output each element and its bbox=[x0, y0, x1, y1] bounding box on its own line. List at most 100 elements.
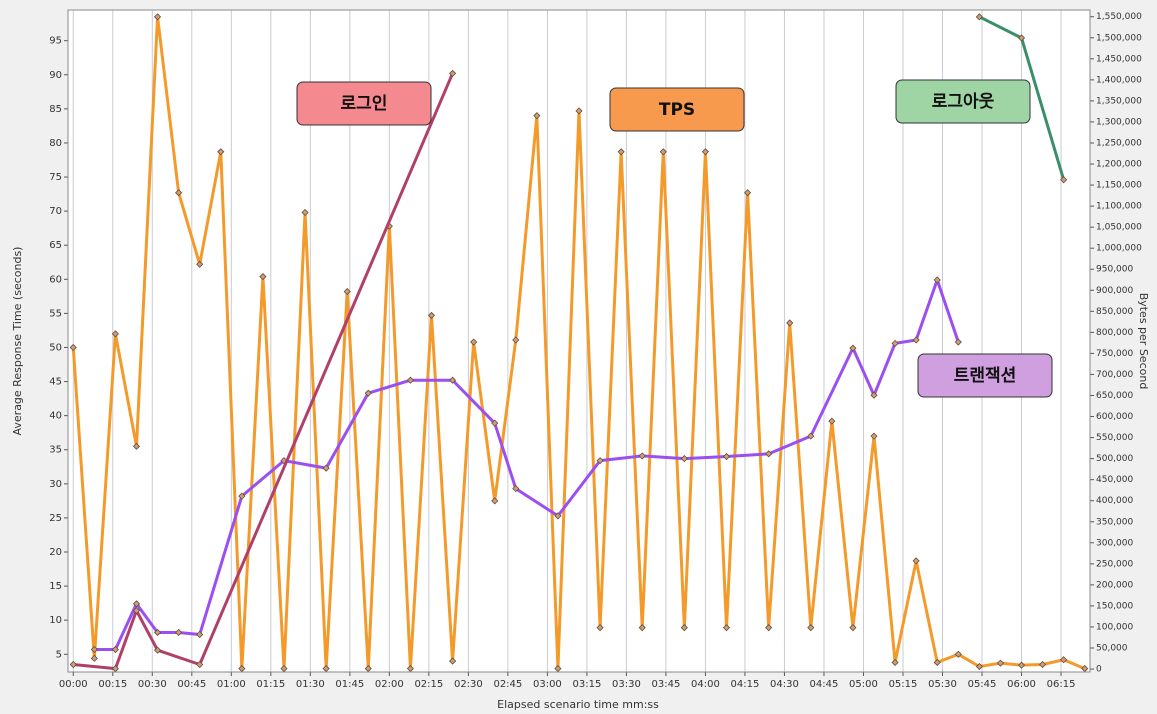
data-point bbox=[217, 148, 225, 156]
data-point bbox=[153, 628, 162, 637]
y2-tick-label: 1,500,000 bbox=[1096, 33, 1142, 43]
x-tick-label: 04:15 bbox=[731, 679, 760, 690]
y2-tick-label: 50,000 bbox=[1096, 644, 1128, 654]
data-point bbox=[786, 319, 794, 327]
x-tick-label: 01:45 bbox=[335, 679, 364, 690]
data-point bbox=[870, 432, 878, 440]
y-tick-label: 90 bbox=[49, 70, 62, 81]
x-tick-label: 00:45 bbox=[177, 679, 206, 690]
y2-tick-label: 900,000 bbox=[1096, 286, 1133, 296]
x-tick-label: 01:00 bbox=[217, 679, 246, 690]
data-point bbox=[1039, 660, 1047, 669]
y-tick-label: 70 bbox=[49, 206, 62, 217]
data-point bbox=[870, 391, 878, 399]
x-tick-label: 00:15 bbox=[98, 679, 127, 690]
data-point bbox=[90, 645, 98, 654]
y2-tick-label: 800,000 bbox=[1096, 328, 1133, 338]
y-tick-label: 55 bbox=[49, 308, 62, 319]
x-tick-label: 05:15 bbox=[889, 679, 918, 690]
y2-tick-label: 1,100,000 bbox=[1096, 202, 1142, 212]
data-point bbox=[744, 189, 752, 197]
y2-tick-label: 1,250,000 bbox=[1096, 138, 1142, 148]
annotation: 로그아웃 bbox=[895, 79, 1031, 124]
data-point bbox=[153, 13, 162, 21]
x-tick-label: 05:00 bbox=[849, 679, 878, 690]
data-point bbox=[259, 273, 267, 281]
y-tick-label: 15 bbox=[49, 581, 62, 592]
data-point bbox=[933, 276, 941, 284]
data-point bbox=[659, 148, 667, 156]
y-tick-label: 5 bbox=[56, 649, 62, 660]
y2-tick-label: 600,000 bbox=[1096, 412, 1133, 422]
y2-tick-label: 700,000 bbox=[1096, 370, 1133, 380]
data-point bbox=[1017, 661, 1026, 669]
data-point bbox=[196, 260, 204, 268]
data-point bbox=[891, 339, 899, 347]
annotation-text: 로그아웃 bbox=[932, 92, 995, 112]
data-point bbox=[975, 662, 983, 671]
data-point bbox=[69, 660, 77, 669]
x-tick-label: 01:30 bbox=[296, 679, 325, 690]
x-tick-label: 03:45 bbox=[652, 679, 681, 690]
data-point bbox=[175, 628, 183, 637]
annotation-text: TPS bbox=[659, 100, 695, 120]
y2-tick-label: 150,000 bbox=[1096, 601, 1133, 611]
data-point bbox=[69, 343, 77, 352]
y-tick-label: 30 bbox=[49, 479, 62, 490]
x-tick-label: 05:45 bbox=[968, 679, 997, 690]
y-tick-label: 20 bbox=[49, 547, 62, 558]
y2-tick-label: 1,000,000 bbox=[1096, 244, 1142, 254]
data-point bbox=[449, 69, 457, 77]
y-tick-label: 60 bbox=[49, 274, 62, 285]
y2-tick-label: 350,000 bbox=[1096, 517, 1133, 527]
data-point bbox=[364, 389, 372, 397]
y2-tick-label: 550,000 bbox=[1096, 433, 1133, 443]
annotation: TPS bbox=[609, 87, 745, 132]
x-tick-label: 04:45 bbox=[810, 679, 839, 690]
data-point bbox=[912, 557, 920, 565]
data-point bbox=[175, 189, 183, 197]
annotation-box bbox=[895, 79, 1031, 124]
data-point bbox=[470, 338, 478, 346]
x-tick-label: 01:15 bbox=[256, 679, 285, 690]
y2-tick-label: 1,350,000 bbox=[1096, 96, 1142, 106]
annotation: 로그인 bbox=[296, 81, 432, 126]
data-point bbox=[954, 338, 962, 346]
data-point bbox=[449, 657, 457, 665]
y2-tick-label: 300,000 bbox=[1096, 538, 1133, 548]
y-tick-label: 65 bbox=[49, 240, 62, 251]
plot-area bbox=[67, 9, 1091, 673]
x-tick-label: 04:30 bbox=[770, 679, 799, 690]
data-point bbox=[196, 660, 204, 669]
y-tick-label: 85 bbox=[49, 104, 62, 115]
annotation: 트랜잭션 bbox=[917, 353, 1053, 398]
x-axis-label: Elapsed scenario time mm:ss bbox=[497, 698, 659, 711]
data-point bbox=[722, 452, 731, 461]
y-tick-label: 25 bbox=[49, 513, 62, 524]
data-point bbox=[765, 450, 773, 458]
y-axis-label: Average Response Time (seconds) bbox=[11, 247, 24, 436]
data-point bbox=[301, 208, 309, 217]
data-point bbox=[449, 376, 457, 384]
x-tick-label: 06:15 bbox=[1047, 679, 1076, 690]
x-tick-label: 05:30 bbox=[928, 679, 957, 690]
data-point bbox=[1060, 656, 1068, 664]
annotation-box bbox=[296, 81, 432, 126]
y2-tick-label: 200,000 bbox=[1096, 580, 1133, 590]
data-point bbox=[554, 512, 562, 520]
data-point bbox=[533, 112, 541, 120]
data-point bbox=[238, 492, 246, 500]
y2-tick-label: 1,550,000 bbox=[1096, 12, 1142, 22]
annotation-text: 로그인 bbox=[341, 94, 388, 114]
y2-tick-label: 1,400,000 bbox=[1096, 75, 1142, 85]
data-point bbox=[933, 658, 941, 667]
data-point bbox=[996, 659, 1005, 667]
data-point bbox=[722, 624, 731, 632]
data-point bbox=[491, 497, 499, 505]
annotation-box bbox=[917, 353, 1053, 398]
data-point bbox=[1017, 34, 1026, 42]
y-tick-label: 50 bbox=[49, 342, 62, 353]
x-tick-label: 02:00 bbox=[375, 679, 404, 690]
y2-tick-label: 0 bbox=[1096, 665, 1102, 675]
